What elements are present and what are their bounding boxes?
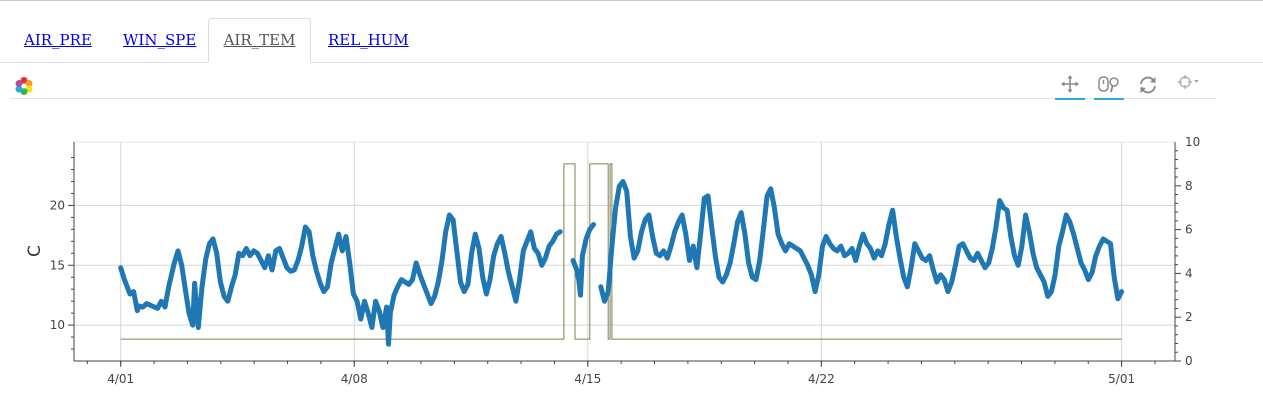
bokeh-logo-icon[interactable]: [14, 76, 34, 96]
right-tick-label: 4: [1185, 266, 1193, 280]
right-tick-label: 10: [1185, 135, 1200, 149]
x-axis: 4/01 4/08 4/15 4/22 5/01: [74, 360, 1175, 386]
tab-bar: AIR_PRE WIN_SPE AIR_TEM REL_HUM: [0, 18, 1263, 63]
right-y-axis: 0 2 4 6 8 10: [1174, 135, 1200, 368]
x-tick-label: 4/22: [808, 372, 835, 386]
plot-toolbar: [10, 72, 1216, 100]
wheel-zoom-icon[interactable]: [1094, 72, 1124, 100]
primary-series-line: [598, 179, 1125, 304]
left-tick-label: 20: [50, 198, 65, 212]
right-tick-label: 6: [1185, 223, 1193, 237]
right-tick-label: 2: [1185, 310, 1193, 324]
left-tick-label: 15: [50, 258, 65, 272]
x-tick-label: 4/15: [574, 372, 601, 386]
x-tick-label: 5/01: [1108, 372, 1135, 386]
reset-icon[interactable]: [1133, 72, 1163, 98]
left-tick-label: 10: [50, 318, 65, 332]
air-temperature-chart[interactable]: 10 15 20 0 2 4 6 8 10 4/01 4/08 4/15 4/22 5/01 C: [0, 120, 1263, 416]
tab-rel-hum[interactable]: REL_HUM: [328, 31, 409, 49]
tab-win-spe[interactable]: WIN_SPE: [123, 31, 197, 49]
primary-series-line: [118, 212, 563, 347]
hover-icon[interactable]: [1172, 72, 1202, 98]
left-y-axis: 10 15 20: [50, 142, 75, 361]
window-top-border: [0, 0, 1263, 4]
primary-series-line: [570, 222, 596, 298]
secondary-series-line: [120, 163, 1122, 340]
right-tick-label: 0: [1185, 354, 1193, 368]
grid: [74, 142, 1175, 361]
y-axis-label: C: [25, 245, 45, 257]
right-tick-label: 8: [1185, 179, 1193, 193]
tab-air-tem[interactable]: AIR_TEM: [208, 18, 311, 63]
tab-air-pre[interactable]: AIR_PRE: [24, 31, 92, 49]
x-tick-label: 4/08: [341, 372, 368, 386]
primary-series: [118, 179, 1125, 347]
x-tick-label: 4/01: [107, 372, 134, 386]
secondary-series: [120, 163, 1122, 340]
pan-icon[interactable]: [1055, 72, 1085, 100]
